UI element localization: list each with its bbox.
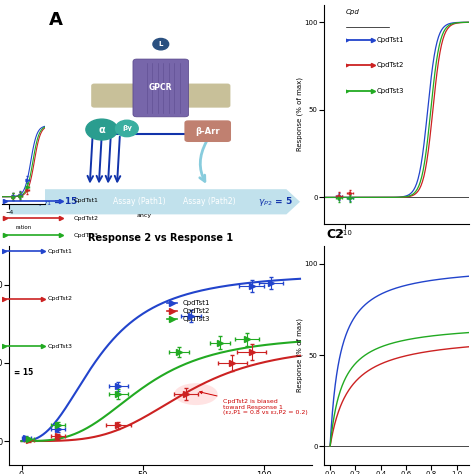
Text: ration: ration (16, 225, 32, 230)
Text: C2: C2 (327, 228, 345, 241)
Title: Response 2 vs Response 1: Response 2 vs Response 1 (88, 233, 233, 244)
Text: = 15: = 15 (14, 368, 33, 376)
Text: CpdTst3: CpdTst3 (377, 88, 404, 94)
Y-axis label: Response (% of max): Response (% of max) (296, 318, 302, 392)
Text: Assay (Path1): Assay (Path1) (113, 197, 166, 206)
FancyArrow shape (9, 189, 300, 214)
Text: $\gamma_{P2}$ = 5: $\gamma_{P2}$ = 5 (258, 195, 293, 208)
Text: Cpd: Cpd (346, 9, 360, 16)
Text: Assay (Path2): Assay (Path2) (183, 197, 236, 206)
Text: CpdTst1: CpdTst1 (377, 37, 404, 43)
Text: L: L (159, 41, 163, 47)
Text: CpdTst2 is biased
toward Response 1
(ε₂,P1 = 0.8 vs ε₂,P2 = 0.2): CpdTst2 is biased toward Response 1 (ε₂,… (200, 391, 307, 415)
Text: CpdTst3: CpdTst3 (73, 233, 99, 238)
Text: CpdTst2: CpdTst2 (48, 296, 73, 301)
Text: CpdTst2: CpdTst2 (377, 63, 404, 68)
Text: α: α (99, 125, 105, 135)
Ellipse shape (174, 383, 218, 405)
Y-axis label: Response (% of max): Response (% of max) (296, 77, 302, 151)
Legend: CpdTst1, CpdTst2, CpdTst3: CpdTst1, CpdTst2, CpdTst3 (164, 297, 213, 325)
FancyBboxPatch shape (91, 83, 230, 108)
Text: CpdTst1: CpdTst1 (48, 249, 73, 254)
Text: A: A (49, 11, 63, 29)
FancyBboxPatch shape (184, 120, 231, 142)
Ellipse shape (86, 119, 118, 140)
FancyBboxPatch shape (133, 59, 189, 117)
Text: CpdTst2: CpdTst2 (73, 216, 99, 220)
Text: β-Arr: β-Arr (195, 127, 220, 136)
Text: βγ: βγ (122, 126, 132, 131)
Ellipse shape (116, 120, 138, 137)
Text: CpdTst3: CpdTst3 (48, 344, 73, 348)
Text: GPCR: GPCR (149, 83, 173, 92)
Circle shape (153, 38, 169, 50)
Text: CpdTst1: CpdTst1 (73, 198, 99, 203)
Text: $\gamma_{P1}$ = 15: $\gamma_{P1}$ = 15 (37, 195, 79, 208)
Text: ancy: ancy (137, 213, 152, 219)
